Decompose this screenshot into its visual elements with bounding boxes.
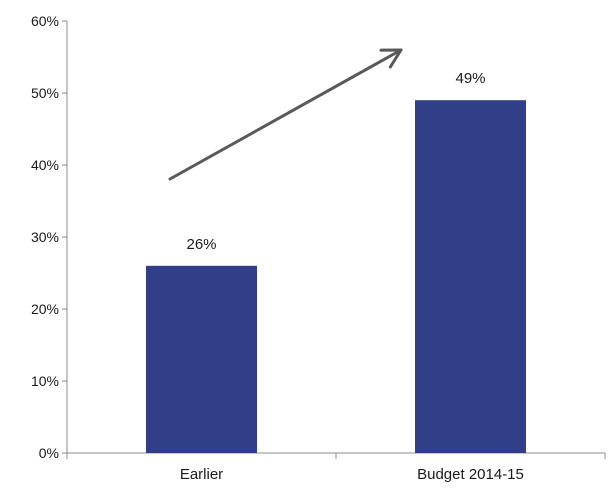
y-tick-label: 0% xyxy=(39,445,59,461)
y-tick-label: 60% xyxy=(31,13,59,29)
bars xyxy=(146,100,526,453)
y-tick-label: 30% xyxy=(31,229,59,245)
arrow-shaft xyxy=(168,48,403,181)
data-labels: 26% 49% xyxy=(186,70,485,253)
y-axis: 0% 10% 20% 30% 40% 50% 60% xyxy=(31,13,68,461)
y-tick-label: 40% xyxy=(31,157,59,173)
x-axis: Earlier Budget 2014-15 xyxy=(66,452,606,483)
arrow-head xyxy=(379,48,403,69)
bar xyxy=(146,265,257,453)
x-category-label: Budget 2014-15 xyxy=(417,466,524,483)
trend-arrow xyxy=(168,48,403,181)
y-tick-label: 50% xyxy=(31,85,59,101)
bar xyxy=(415,100,526,453)
data-label: 49% xyxy=(455,70,485,87)
x-category-label: Earlier xyxy=(180,466,223,483)
y-tick-label: 10% xyxy=(31,373,59,389)
data-label: 26% xyxy=(186,236,216,253)
y-tick-label: 20% xyxy=(31,301,59,317)
